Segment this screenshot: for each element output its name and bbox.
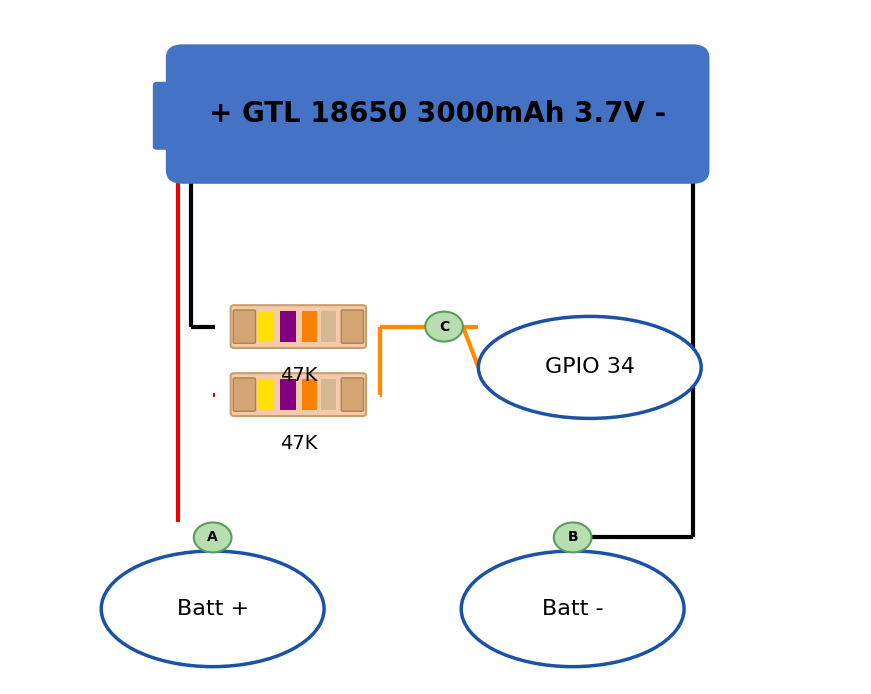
FancyBboxPatch shape (231, 373, 366, 416)
Ellipse shape (478, 316, 701, 418)
Ellipse shape (101, 551, 324, 667)
Bar (280, 312, 296, 342)
FancyBboxPatch shape (153, 83, 186, 149)
FancyBboxPatch shape (341, 310, 363, 344)
Text: C: C (439, 320, 449, 334)
Text: 47K: 47K (280, 366, 317, 384)
Bar (258, 380, 273, 410)
Circle shape (425, 312, 463, 341)
FancyBboxPatch shape (233, 378, 255, 412)
Bar (321, 380, 336, 410)
Text: 47K: 47K (280, 434, 317, 452)
Circle shape (193, 523, 232, 552)
Text: Batt -: Batt - (542, 599, 604, 619)
Text: + GTL 18650 3000mAh 3.7V -: + GTL 18650 3000mAh 3.7V - (209, 100, 666, 128)
Text: A: A (207, 530, 218, 544)
FancyBboxPatch shape (167, 46, 708, 183)
Bar (258, 312, 273, 342)
Bar (301, 380, 317, 410)
Bar (280, 380, 296, 410)
Bar (301, 312, 317, 342)
Text: Batt +: Batt + (177, 599, 249, 619)
FancyBboxPatch shape (233, 310, 255, 344)
FancyBboxPatch shape (341, 378, 363, 412)
Text: B: B (567, 530, 578, 544)
Bar (321, 312, 336, 342)
Text: GPIO 34: GPIO 34 (544, 357, 635, 378)
FancyBboxPatch shape (231, 305, 366, 348)
Ellipse shape (462, 551, 684, 667)
Circle shape (554, 523, 591, 552)
